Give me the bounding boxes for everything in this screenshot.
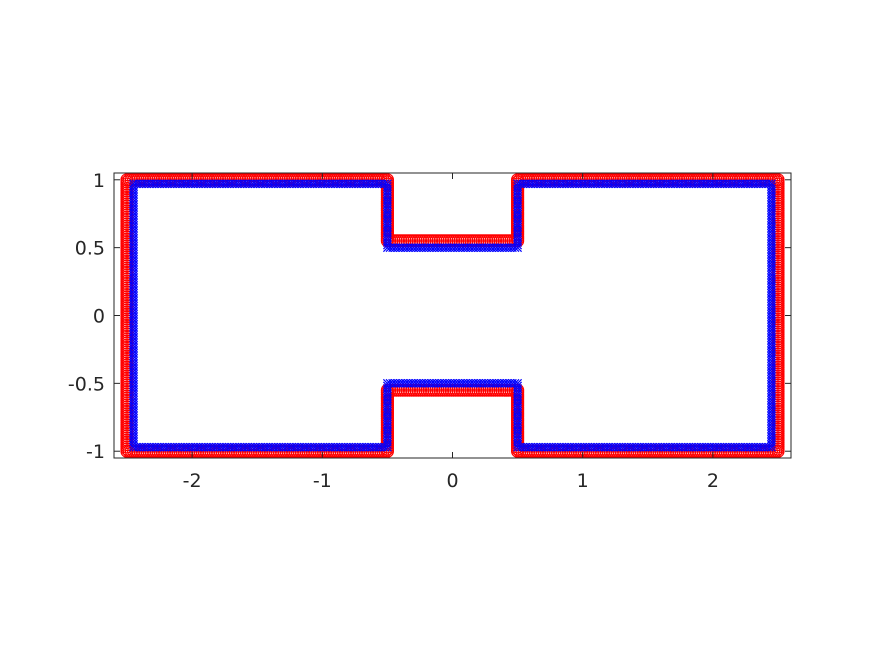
data-point [120,175,134,189]
x-tick-label: -1 [313,470,332,492]
series-1 [129,179,776,452]
data-point [129,184,138,194]
y-tick-label: -1 [86,441,105,463]
x-tick-label: 2 [707,470,719,492]
plot-area [120,173,785,458]
x-tick-label: -2 [183,470,202,492]
x-tick-label: 1 [577,470,589,492]
x-tick-label: 0 [446,470,458,492]
tick-labels: -2 -1 0 1 2 1 0.5 0 -0.5 -1 [68,170,719,492]
y-tick-label: 1 [93,170,105,192]
y-tick-label: 0 [93,306,105,328]
axes [113,172,792,459]
y-tick-label: -0.5 [68,373,105,395]
y-tick-label: 0.5 [75,238,105,260]
data-point [129,182,138,191]
